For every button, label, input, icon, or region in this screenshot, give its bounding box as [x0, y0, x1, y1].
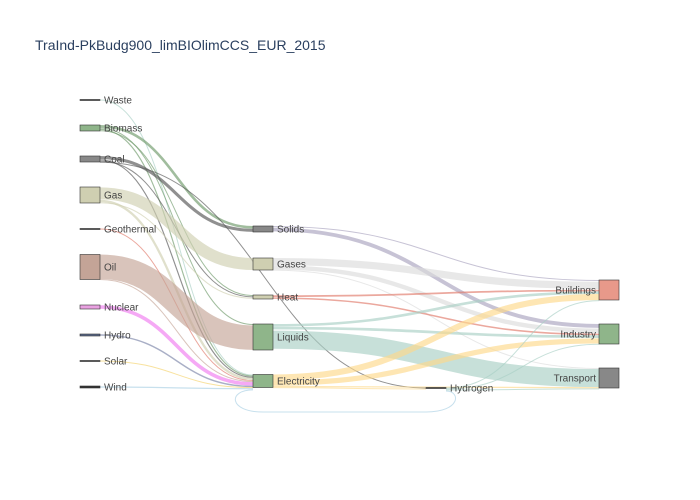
sankey-link-heat-buildings — [272, 289, 600, 297]
sankey-node-solids — [252, 225, 274, 233]
sankey-link-gas-gases — [99, 187, 254, 270]
sankey-node-biomass — [79, 124, 101, 132]
sankey-link-liquids-transport — [272, 330, 600, 388]
sankey-link-electricity-buildings — [272, 294, 600, 381]
sankey-link-gas-heat — [99, 202, 254, 299]
labels-layer: Waste Biomass Coal Gas Geothermal Oil Nuclear H… — [104, 96, 596, 395]
sankey-link-coal-electricity — [99, 159, 254, 378]
sankey-link-nuclear-electricity — [99, 305, 254, 386]
sankey-link-hydro-electricity — [99, 334, 254, 388]
sankey-node-label-gas: Gas — [104, 191, 122, 202]
sankey-node-label-buildings: Buildings — [555, 286, 596, 297]
sankey-link-solar-electricity — [99, 360, 254, 389]
sankey-link-liquids-industry — [272, 326, 600, 338]
sankey-link-hydrogen-electricity — [235, 389, 456, 413]
sankey-link-solids-buildings — [272, 226, 600, 281]
sankey-link-biomass-solids — [99, 125, 254, 229]
sankey-link-electricity-transport — [272, 385, 600, 389]
sankey-node-label-solids: Solids — [277, 225, 304, 236]
sankey-link-liquids-buildings — [272, 291, 600, 327]
sankey-node-hydrogen — [425, 387, 447, 389]
sankey-node-label-geothermal: Geothermal — [104, 225, 156, 236]
sankey-link-oil-liquids — [99, 254, 254, 350]
sankey-link-hydrogen-transport — [445, 388, 600, 391]
sankey-node-label-biomass: Biomass — [104, 124, 142, 135]
sankey-link-gases-transport — [272, 269, 600, 369]
sankey-link-waste-electricity — [99, 99, 254, 376]
chart-title: TraInd-PkBudg900_limBIOlimCCS_EUR_2015 — [35, 37, 326, 53]
sankey-node-label-industry: Industry — [560, 330, 596, 341]
sankey-node-electricity — [252, 374, 274, 388]
sankey-node-liquids — [252, 323, 274, 351]
sankey-node-label-oil: Oil — [104, 263, 116, 274]
sankey-node-gases — [252, 257, 274, 271]
sankey-link-solids-industry — [272, 227, 600, 328]
sankey-link-electricity-industry — [272, 338, 600, 386]
sankey-node-transport — [598, 367, 620, 389]
sankey-node-label-gases: Gases — [277, 260, 306, 271]
sankey-node-oil — [79, 254, 101, 280]
sankey-node-label-heat: Heat — [277, 293, 298, 304]
sankey-node-nuclear — [79, 304, 101, 310]
sankey-node-label-coal: Coal — [104, 155, 125, 166]
sankey-link-gases-buildings — [272, 257, 600, 289]
sankey-link-wind-electricity — [99, 386, 254, 390]
sankey-link-electricity-hydrogen — [272, 387, 427, 390]
sankey-link-heat-industry — [272, 297, 600, 336]
sankey-node-label-solar: Solar — [104, 357, 128, 368]
sankey-node-waste — [79, 99, 101, 101]
sankey-node-wind — [79, 385, 101, 389]
sankey-node-coal — [79, 155, 101, 163]
sankey-node-label-hydro: Hydro — [104, 331, 131, 342]
sankey-node-buildings — [598, 279, 620, 301]
sankey-node-industry — [598, 323, 620, 345]
sankey-link-gases-industry — [272, 265, 600, 333]
sankey-node-geothermal — [79, 228, 101, 230]
sankey-link-oil-electricity — [99, 278, 254, 383]
sankey-node-label-wind: Wind — [104, 383, 127, 394]
sankey-node-gas — [79, 186, 101, 204]
sankey-link-biomass-heat — [99, 130, 254, 297]
sankey-node-label-waste: Waste — [104, 96, 132, 107]
sankey-node-hydro — [79, 333, 101, 337]
sankey-node-label-hydrogen: Hydrogen — [450, 384, 493, 395]
sankey-link-biomass-electricity — [99, 128, 254, 377]
sankey-node-label-electricity: Electricity — [277, 377, 320, 388]
sankey-link-hydrogen-industry — [445, 343, 600, 390]
sankey-node-label-transport: Transport — [554, 374, 597, 385]
sankey-link-hydrogen-buildings — [445, 300, 600, 389]
sankey-node-label-liquids: Liquids — [277, 333, 309, 344]
links-layer — [99, 99, 600, 413]
sankey-link-coal-solids — [99, 156, 254, 232]
sankey-node-heat — [252, 294, 274, 300]
sankey-node-label-nuclear: Nuclear — [104, 303, 139, 314]
nodes-layer — [79, 99, 620, 389]
sankey-node-solar — [79, 360, 101, 362]
